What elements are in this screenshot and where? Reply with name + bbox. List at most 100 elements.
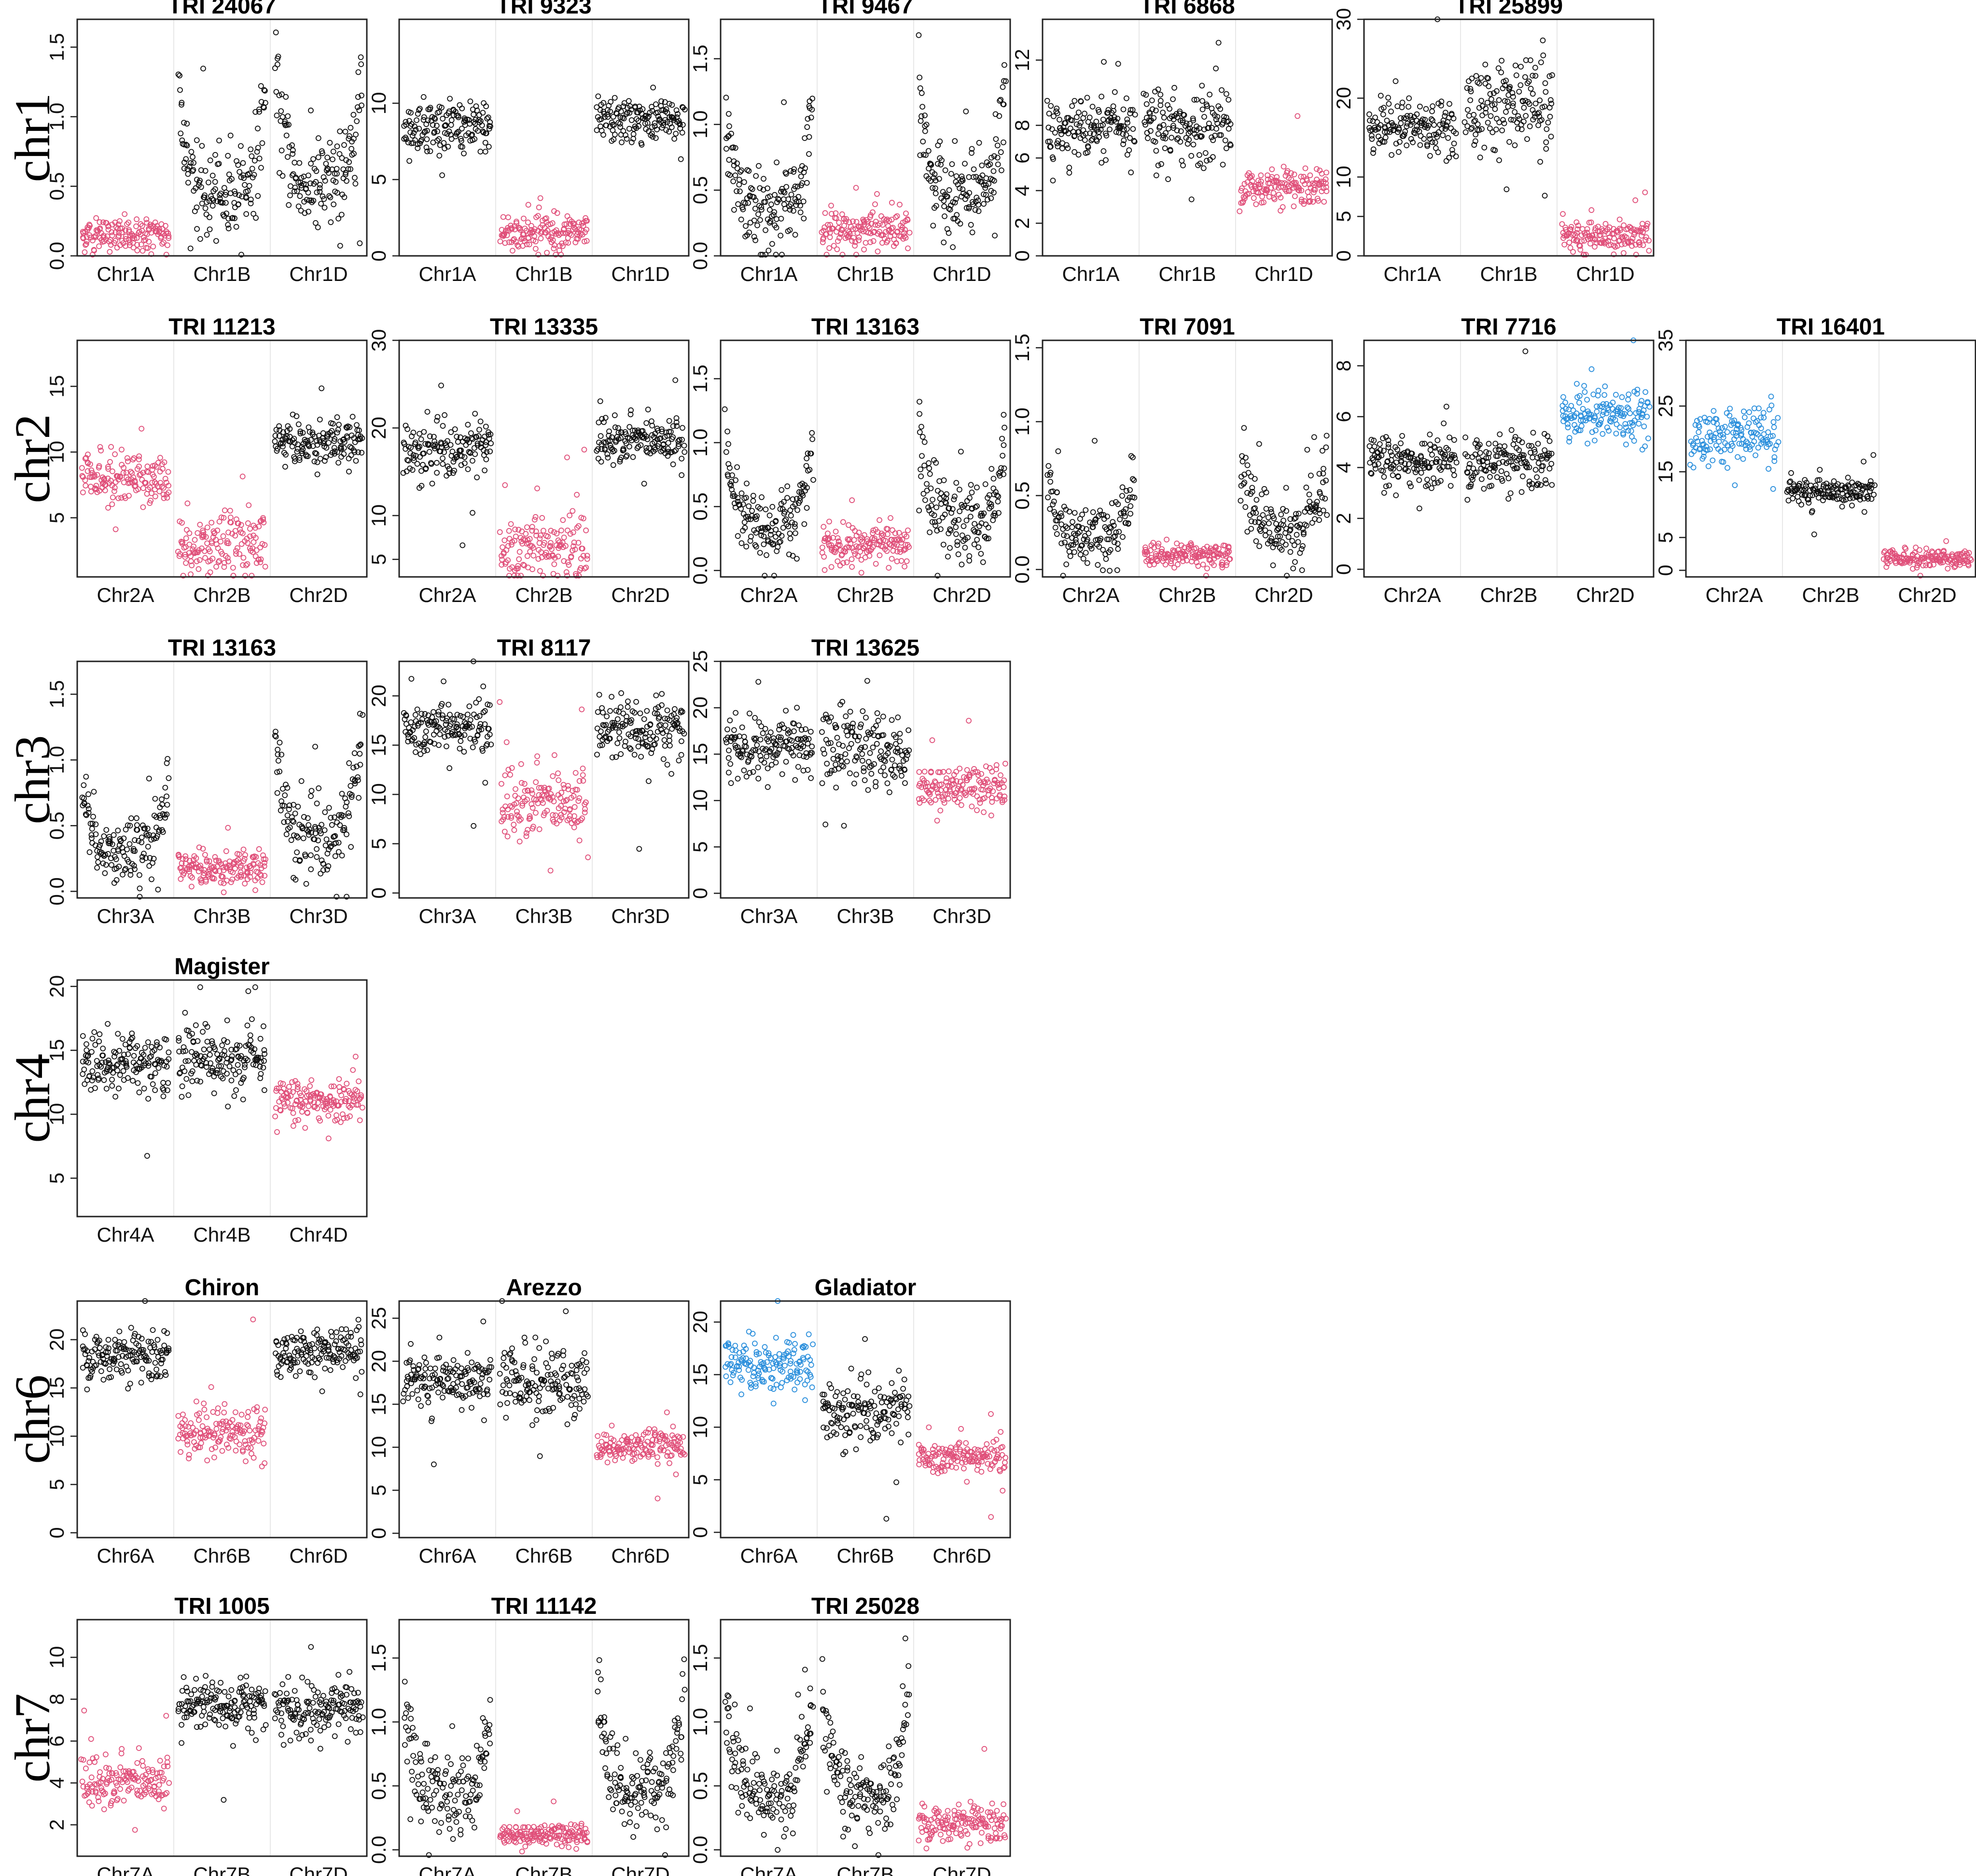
data-point (583, 564, 589, 571)
data-point (734, 188, 739, 195)
data-point (750, 492, 756, 499)
data-point (499, 227, 505, 233)
data-point (1292, 559, 1298, 565)
data-point (1278, 511, 1284, 518)
data-point (1321, 199, 1327, 205)
data-point (202, 192, 208, 198)
data-point (91, 248, 97, 253)
data-point (626, 126, 632, 132)
data-point (1054, 140, 1060, 146)
data-point (405, 140, 411, 146)
data-point (459, 138, 464, 144)
data-point (678, 156, 684, 162)
data-point (140, 504, 146, 510)
data-point (1065, 145, 1071, 151)
data-point (166, 235, 172, 241)
data-point (574, 491, 580, 498)
data-point (1280, 518, 1287, 524)
data-point (1416, 477, 1422, 483)
data-point (933, 203, 939, 209)
data-point (309, 199, 315, 205)
data-point (134, 216, 140, 223)
data-point (447, 96, 453, 102)
data-point (785, 196, 792, 202)
data-point (183, 156, 189, 162)
data-point (724, 428, 730, 434)
data-point (100, 219, 106, 225)
y-tick-label: 8 (1332, 360, 1355, 371)
data-point (1543, 139, 1549, 145)
data-point (1735, 454, 1741, 460)
data-point (1066, 548, 1072, 555)
data-point (1431, 122, 1437, 128)
data-point (998, 97, 1004, 103)
data-point (788, 168, 794, 174)
data-point (131, 455, 137, 461)
data-point (191, 160, 197, 166)
data-point (239, 474, 246, 479)
data-point (966, 553, 973, 559)
data-point (1498, 70, 1504, 75)
data-point (963, 518, 970, 523)
data-point (1158, 161, 1164, 167)
x-category-label: Chr2B (1158, 584, 1216, 606)
data-point (1324, 512, 1330, 518)
data-point (953, 480, 960, 486)
data-point (780, 196, 787, 202)
data-point (432, 116, 438, 122)
data-point (558, 527, 564, 533)
data-point (1266, 520, 1272, 526)
data-point (324, 154, 331, 161)
data-point (204, 232, 210, 238)
data-point (983, 192, 989, 198)
data-point (745, 200, 751, 206)
data-point (359, 102, 364, 109)
data-point (1561, 241, 1568, 248)
data-point (968, 482, 974, 488)
data-point (1200, 561, 1206, 568)
data-point (612, 95, 618, 101)
data-point (979, 172, 986, 179)
y-tick-label: 12 (1011, 49, 1033, 71)
data-point (1319, 494, 1325, 501)
data-point (595, 456, 601, 462)
data-point (525, 235, 531, 241)
data-point (1069, 117, 1075, 124)
data-point (734, 160, 740, 167)
data-point (457, 102, 463, 108)
data-point (778, 233, 784, 238)
data-point (743, 544, 750, 550)
data-point (1129, 476, 1136, 482)
data-point (1760, 410, 1767, 416)
data-point (1378, 93, 1384, 99)
data-point (282, 463, 288, 470)
data-point (1298, 546, 1305, 552)
data-point (1386, 482, 1392, 489)
data-point (181, 141, 187, 148)
data-point (246, 502, 252, 508)
data-point (1486, 83, 1492, 89)
data-point (926, 507, 932, 514)
data-point (112, 451, 118, 457)
panel-title: TRI 25899 (1455, 0, 1563, 19)
data-point (327, 194, 334, 200)
data-point (1626, 392, 1632, 397)
data-point (1055, 138, 1061, 144)
data-point (998, 149, 1004, 155)
data-point (1696, 429, 1702, 435)
data-point (330, 156, 335, 163)
data-point (630, 131, 637, 137)
data-point (1131, 477, 1137, 483)
data-point (544, 227, 551, 234)
data-point (1727, 406, 1733, 412)
data-point (835, 238, 841, 244)
data-point (352, 175, 358, 181)
data-point (724, 146, 729, 152)
data-point (320, 174, 327, 180)
data-point (187, 245, 194, 252)
x-category-label: Chr1A (418, 263, 476, 285)
data-point (677, 121, 683, 127)
data-point (673, 107, 680, 113)
data-point (1485, 120, 1491, 126)
